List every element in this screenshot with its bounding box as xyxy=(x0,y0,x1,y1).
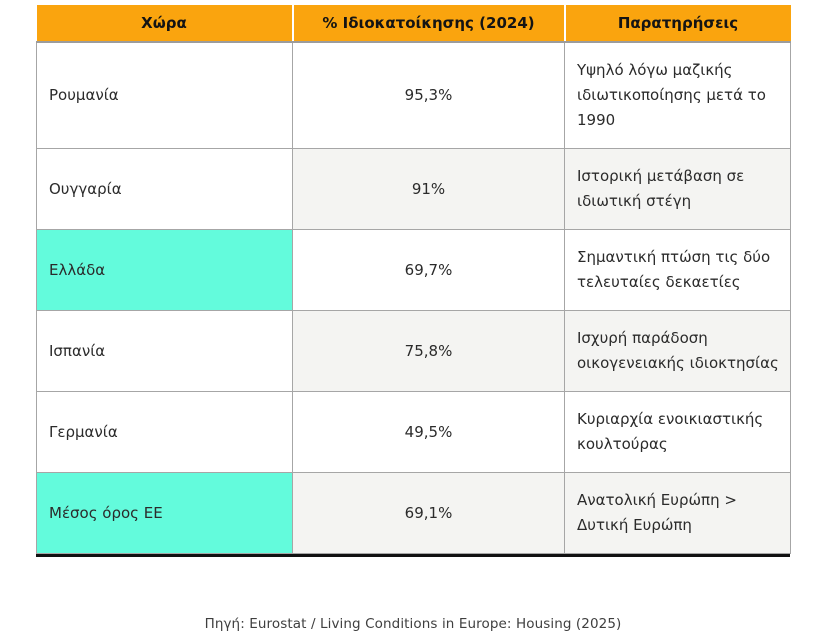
table-body: Ρουμανία 95,3% Υψηλό λόγω μαζικής ιδιωτι… xyxy=(36,41,791,554)
percent-cell: 91% xyxy=(292,148,565,230)
notes-cell: Σημαντική πτώση τις δύο τελευταίες δεκαε… xyxy=(564,229,791,311)
percent-cell: 49,5% xyxy=(292,391,565,473)
table-row: Ισπανία 75,8% Ισχυρή παράδοση οικογενεια… xyxy=(36,310,791,392)
column-header-country: Χώρα xyxy=(36,5,293,43)
notes-cell: Ισχυρή παράδοση οικογενειακής ιδιοκτησία… xyxy=(564,310,791,392)
header-row: Χώρα % Ιδιοκατοίκησης (2024) Παρατηρήσει… xyxy=(36,5,791,43)
percent-cell: 75,8% xyxy=(292,310,565,392)
percent-cell: 69,1% xyxy=(292,472,565,554)
table-row: Γερμανία 49,5% Κυριαρχία ενοικιαστικής κ… xyxy=(36,391,791,473)
ownership-table-container: Χώρα % Ιδιοκατοίκησης (2024) Παρατηρήσει… xyxy=(36,5,791,557)
table-row: Ουγγαρία 91% Ιστορική μετάβαση σε ιδιωτι… xyxy=(36,148,791,230)
table-row: Ελλάδα 69,7% Σημαντική πτώση τις δύο τελ… xyxy=(36,229,791,311)
notes-cell: Κυριαρχία ενοικιαστικής κουλτούρας xyxy=(564,391,791,473)
country-cell: Ρουμανία xyxy=(36,41,293,149)
table-header: Χώρα % Ιδιοκατοίκησης (2024) Παρατηρήσει… xyxy=(36,5,791,43)
notes-cell: Ιστορική μετάβαση σε ιδιωτική στέγη xyxy=(564,148,791,230)
percent-cell: 95,3% xyxy=(292,41,565,149)
table-row: Ρουμανία 95,3% Υψηλό λόγω μαζικής ιδιωτι… xyxy=(36,41,791,149)
percent-cell: 69,7% xyxy=(292,229,565,311)
country-cell: Ουγγαρία xyxy=(36,148,293,230)
column-header-percent: % Ιδιοκατοίκησης (2024) xyxy=(291,5,565,43)
notes-cell: Ανατολική Ευρώπη > Δυτική Ευρώπη xyxy=(564,472,791,554)
country-cell: Γερμανία xyxy=(36,391,293,473)
country-cell: Ελλάδα xyxy=(36,229,293,311)
home-ownership-table: Χώρα % Ιδιοκατοίκησης (2024) Παρατηρήσει… xyxy=(36,5,791,554)
country-cell: Μέσος όρος ΕΕ xyxy=(36,472,293,554)
column-header-notes: Παρατηρήσεις xyxy=(563,5,791,43)
notes-cell: Υψηλό λόγω μαζικής ιδιωτικοποίησης μετά … xyxy=(564,41,791,149)
country-cell: Ισπανία xyxy=(36,310,293,392)
source-caption: Πηγή: Eurostat / Living Conditions in Eu… xyxy=(204,616,622,632)
table-row: Μέσος όρος ΕΕ 69,1% Ανατολική Ευρώπη > Δ… xyxy=(36,472,791,554)
